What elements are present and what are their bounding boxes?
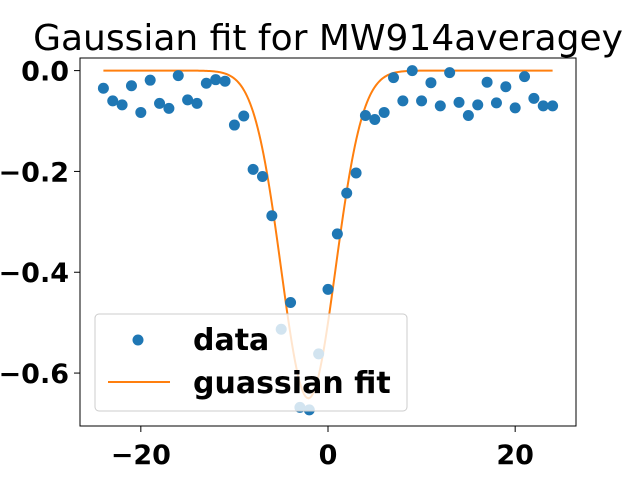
data-point [341,187,353,199]
chart-title: Gaussian fit for MW914averagey [33,18,623,59]
data-point [481,76,493,88]
data-point [462,109,474,121]
y-tick-label: −0.6 [0,359,69,390]
data-point [519,71,531,83]
data-point [547,100,559,112]
y-tick-label: 0.0 [21,57,69,88]
data-point [359,109,371,121]
data-point [191,97,203,109]
data-point [238,110,250,122]
data-point [154,97,166,109]
data-point [425,77,437,89]
data-point [369,114,381,125]
data-point [135,106,147,118]
data-point [247,163,259,175]
y-tick-label: −0.2 [0,157,69,188]
data-point [509,102,521,114]
legend-label-fit: guassian fit [193,366,391,401]
data-point [200,77,212,89]
data-point [453,96,465,108]
data-point [322,283,334,295]
y-tick-label: −0.4 [0,258,69,289]
x-tick-label: 20 [496,440,534,471]
data-point [163,102,175,114]
data-point [266,210,278,222]
x-tick-label: −20 [111,440,171,471]
data-point [444,67,456,79]
x-axis: −20 0 20 [111,426,534,471]
data-point [331,228,343,240]
data-point [500,81,512,93]
data-point [490,97,502,109]
data-point [350,167,362,179]
data-point [144,74,156,86]
data-point [378,106,390,118]
data-point [116,99,128,111]
data-point [97,82,109,94]
data-point [172,70,184,82]
data-point [285,296,297,308]
x-tick-label: 0 [319,440,338,471]
data-point [182,94,194,106]
data-point [416,95,428,107]
data-point [107,95,119,107]
data-point [388,72,400,84]
legend: data guassian fit [94,313,408,412]
data-point [125,80,137,92]
data-point [228,119,240,131]
legend-marker-data [132,334,144,346]
data-point [406,65,418,77]
data-point [210,74,222,86]
data-point [528,92,540,104]
data-point [256,170,268,182]
data-point [537,100,549,112]
data-point [472,99,484,111]
legend-label-data: data [193,323,269,358]
data-point [434,100,446,112]
data-point [397,95,409,107]
data-point [219,75,231,87]
legend-box [94,313,408,412]
y-axis: 0.0 −0.2 −0.4 −0.6 [0,57,80,390]
